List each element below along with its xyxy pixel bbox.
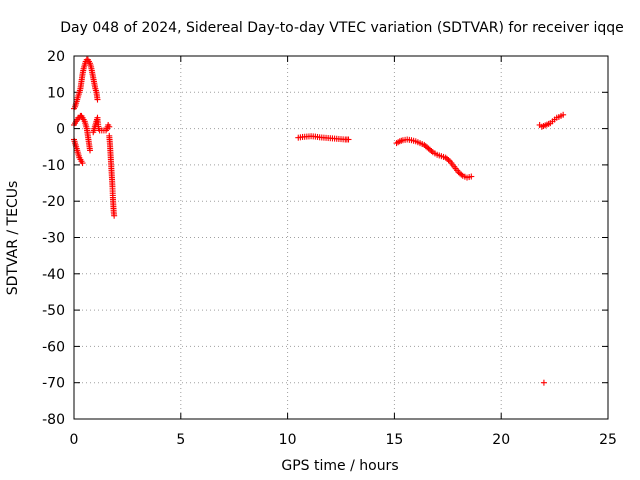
tick-labels: 0 5 10 15 20 25 20 10 0 -10 -20 -30 -40 -50 -60 -70 -80: [42, 49, 617, 448]
grid-lines: [74, 56, 608, 419]
y-tick-label: -80: [42, 412, 65, 428]
plot-frame: [73, 55, 609, 420]
y-tick-label: -60: [42, 339, 65, 355]
data-point: [111, 212, 118, 219]
y-tick-label: 20: [47, 49, 65, 65]
data-point: [345, 136, 352, 143]
y-tick-label: -50: [42, 303, 65, 319]
data-points: [71, 56, 567, 386]
y-tick-label: -70: [42, 376, 65, 392]
x-axis-label: GPS time / hours: [281, 458, 398, 474]
data-point: [445, 157, 452, 164]
x-tick-label: 20: [492, 432, 510, 448]
y-tick-label: 0: [56, 122, 65, 138]
data-point: [94, 96, 101, 103]
data-point: [468, 173, 475, 180]
x-tick-label: 25: [599, 432, 617, 448]
chart-title: Day 048 of 2024, Sidereal Day-to-day VTE…: [60, 20, 624, 36]
y-tick-label: -30: [42, 231, 65, 247]
x-tick-label: 5: [176, 432, 185, 448]
x-tick-label: 0: [70, 432, 79, 448]
data-point: [106, 123, 113, 130]
data-point: [79, 160, 86, 167]
x-tick-label: 15: [385, 432, 403, 448]
data-point: [87, 147, 94, 154]
y-axis-label: SDTVAR / TECUs: [5, 181, 21, 296]
y-tick-label: 10: [47, 85, 65, 101]
y-tick-label: -40: [42, 267, 65, 283]
data-point: [540, 379, 547, 386]
y-tick-label: -10: [42, 158, 65, 174]
data-point: [458, 171, 465, 178]
data-point: [560, 111, 567, 118]
y-tick-label: -20: [42, 194, 65, 210]
data-point: [428, 147, 435, 154]
x-tick-label: 10: [279, 432, 297, 448]
